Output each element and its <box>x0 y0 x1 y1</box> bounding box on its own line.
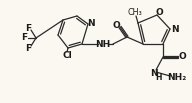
Text: NH: NH <box>95 39 111 49</box>
Text: F: F <box>25 43 31 53</box>
Text: CH₃: CH₃ <box>128 8 142 16</box>
Text: NH₂: NH₂ <box>167 73 187 81</box>
Text: O: O <box>155 8 163 16</box>
Text: N: N <box>171 25 179 33</box>
Text: H: H <box>155 73 161 81</box>
Text: F: F <box>21 33 27 43</box>
Text: Cl: Cl <box>62 50 72 60</box>
Text: O: O <box>112 20 120 29</box>
Text: F: F <box>25 23 31 33</box>
Text: O: O <box>178 52 186 60</box>
Text: N: N <box>150 70 158 78</box>
Text: N: N <box>87 19 95 28</box>
